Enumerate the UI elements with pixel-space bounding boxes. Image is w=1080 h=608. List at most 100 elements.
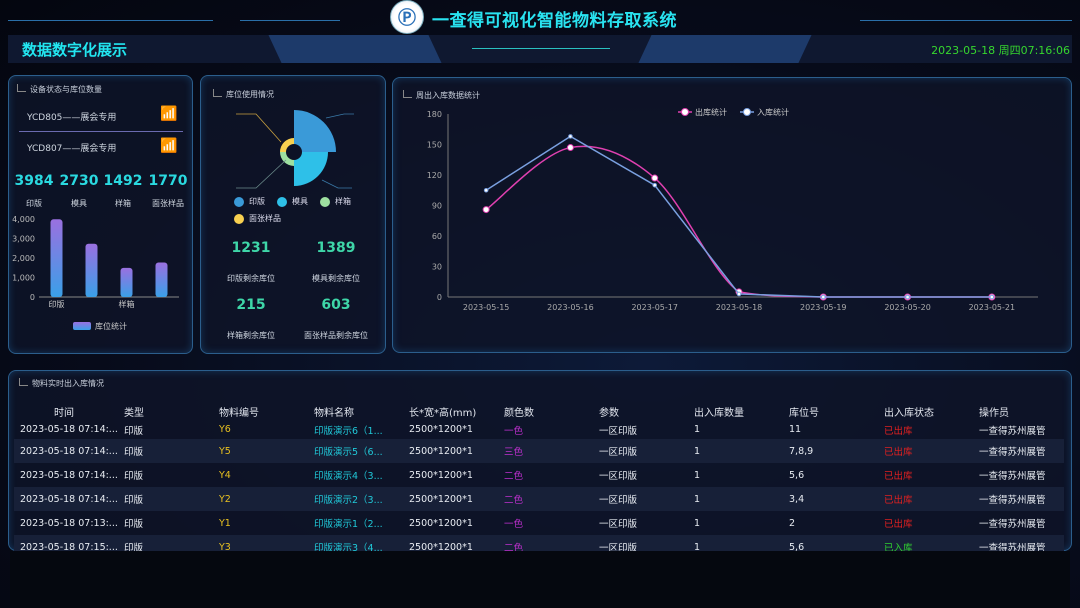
wifi-icon: 📶 <box>160 138 178 154</box>
data-point <box>989 294 995 300</box>
table-row[interactable]: 2023-05-18 07:14:... 印版 Y2 印版演示2（3... 2500*1… <box>14 487 1064 511</box>
table-cell: 印版 <box>124 487 219 511</box>
x-tick-label: 2023-05-18 <box>716 303 763 312</box>
table-cell: 3,4 <box>789 487 884 511</box>
remaining-label: 样箱剩余库位 <box>227 331 275 340</box>
divider <box>19 131 183 132</box>
rose-slice <box>280 152 294 166</box>
series-line <box>485 135 992 298</box>
decor-dashes <box>472 48 610 49</box>
table-cell: 1 <box>694 487 789 511</box>
legend-dot <box>234 213 244 224</box>
table-cell: 2023-05-18 07:14:... <box>20 424 118 435</box>
stat-label: 印版 <box>26 199 42 208</box>
y-tick-label: 1,000 <box>12 274 35 283</box>
x-tick-label: 2023-05-19 <box>800 303 847 312</box>
device-name: YCD807——展会专用 <box>27 144 117 154</box>
table-cell: 一色 <box>504 519 524 530</box>
column-header[interactable]: 物料编号 <box>219 407 259 419</box>
legend-item[interactable]: 印版 <box>234 196 265 207</box>
table-cell: Y2 <box>219 487 314 511</box>
x-tick-label: 2023-05-21 <box>969 303 1016 312</box>
column-header[interactable]: 颜色数 <box>504 407 534 419</box>
table-cell: 1 <box>694 439 789 463</box>
table-cell: 1 <box>694 517 701 529</box>
panel-title: 周出入库数据统计 <box>403 90 480 101</box>
column-header[interactable]: 类型 <box>124 407 144 419</box>
y-tick-label: 30 <box>432 263 442 272</box>
panel-title: 库位使用情况 <box>213 89 274 100</box>
table-cell: 2500*1200*1 <box>409 487 504 511</box>
legend-item[interactable]: 样箱 <box>320 196 351 207</box>
usage-panel: 库位使用情况 印版 模具 样箱 面张样品 1231 1389 印版剩余库位 模具… <box>200 75 386 354</box>
table-cell: 2023-05-18 07:14:... <box>14 439 124 463</box>
legend-dot <box>277 196 287 207</box>
table-cell: 一区印版 <box>599 439 694 463</box>
table-cell: Y6 <box>219 424 231 435</box>
legend-marker <box>681 108 689 116</box>
data-point <box>568 134 573 139</box>
app-title: 一查得可视化智能物料存取系统 <box>432 11 677 31</box>
y-tick-label: 3,000 <box>12 235 35 244</box>
data-point <box>651 174 659 182</box>
legend-label: 面张样品 <box>249 214 281 223</box>
table-cell: 印版演示1（2... <box>314 519 383 530</box>
y-tick-label: 0 <box>437 293 442 302</box>
x-tick-label: 样箱 <box>119 299 135 309</box>
table-clip <box>10 551 1070 608</box>
column-header[interactable]: 出入库状态 <box>884 407 934 419</box>
remaining-label: 模具剩余库位 <box>312 274 360 283</box>
usage-rose-chart <box>236 110 354 189</box>
stat-value: 1770 <box>148 173 188 189</box>
trend-panel: 周出入库数据统计 0 30 60 90 120 150 180 2023-05-15 2023-… <box>392 77 1072 353</box>
device-panel: 设备状态与库位数量 YCD805——展会专用 📶 YCD807——展会专用 📶 … <box>8 75 193 354</box>
column-header[interactable]: 库位号 <box>789 407 819 419</box>
rose-legend: 印版 模具 样箱 <box>234 196 351 207</box>
y-tick-label: 4,000 <box>12 215 35 224</box>
y-tick-label: 150 <box>427 141 442 150</box>
remaining-label: 面张样品剩余库位 <box>304 331 368 340</box>
column-header[interactable]: 参数 <box>599 407 619 419</box>
decor-parallelogram <box>638 35 812 63</box>
label-line <box>321 179 352 189</box>
table-row[interactable]: 2023-05-18 07:13:... 印版 Y1 印版演示1（2... 2500*1… <box>14 511 1064 535</box>
column-header[interactable]: 出入库数量 <box>694 407 744 419</box>
table-row[interactable]: 2023-05-18 07:14:... 印版 Y5 印版演示5（6... 2500*1… <box>14 439 1064 463</box>
bar <box>50 219 63 297</box>
legend-dot <box>234 196 244 207</box>
x-tick-label: 印版 <box>49 299 65 309</box>
table-row[interactable]: 2023-05-18 07:14:... 印版 Y4 印版演示4（3... 2500*1… <box>14 463 1064 487</box>
table-cell: 2023-05-18 07:14:... <box>20 469 118 481</box>
x-tick-label: 2023-05-16 <box>547 303 594 312</box>
io-table: 时间 类型 物料编号 物料名称 长*宽*高(mm) 颜色数 参数 出入库数量 库位号 出入库状态 操… <box>14 402 1064 559</box>
y-tick-label: 120 <box>427 171 442 180</box>
column-header[interactable]: 物料名称 <box>314 407 354 419</box>
legend-item[interactable]: 模具 <box>277 196 308 207</box>
stat-label: 模具 <box>71 199 87 208</box>
table-cell: 2023-05-18 07:14:... <box>14 487 124 511</box>
table-cell: 一区印版 <box>599 519 638 530</box>
label-line <box>236 113 282 143</box>
table-header: 时间 类型 物料编号 物料名称 长*宽*高(mm) 颜色数 参数 出入库数量 库位号 出入库状态 操… <box>14 402 1064 420</box>
remaining-value: 603 <box>321 297 351 313</box>
legend-item[interactable]: 面张样品 <box>234 213 281 224</box>
data-point <box>566 144 574 152</box>
table-cell: 印版演示5（6... <box>314 439 409 463</box>
remaining-value: 1231 <box>231 240 271 256</box>
legend-label: 印版 <box>249 197 265 206</box>
stat-value: 2730 <box>59 173 99 189</box>
legend-label: 样箱 <box>335 197 351 206</box>
column-header[interactable]: 长*宽*高(mm) <box>409 407 477 419</box>
table-cell: 二色 <box>504 487 599 511</box>
label-line <box>325 113 354 119</box>
table-row[interactable]: 2023-05-18 07:14:... 印版 Y6 印版演示6（1... 2500*1… <box>14 420 1064 439</box>
table-cell: 2500*1200*1 <box>409 424 473 435</box>
table-cell: 印版 <box>124 439 219 463</box>
table-cell: 11 <box>789 424 802 435</box>
stat-label: 面张样品 <box>152 199 184 208</box>
table-cell: 印版 <box>124 471 144 482</box>
panel-title: 物料实时出入库情况 <box>19 378 104 389</box>
column-header[interactable]: 操作员 <box>979 407 1009 419</box>
column-header[interactable]: 时间 <box>54 407 74 419</box>
